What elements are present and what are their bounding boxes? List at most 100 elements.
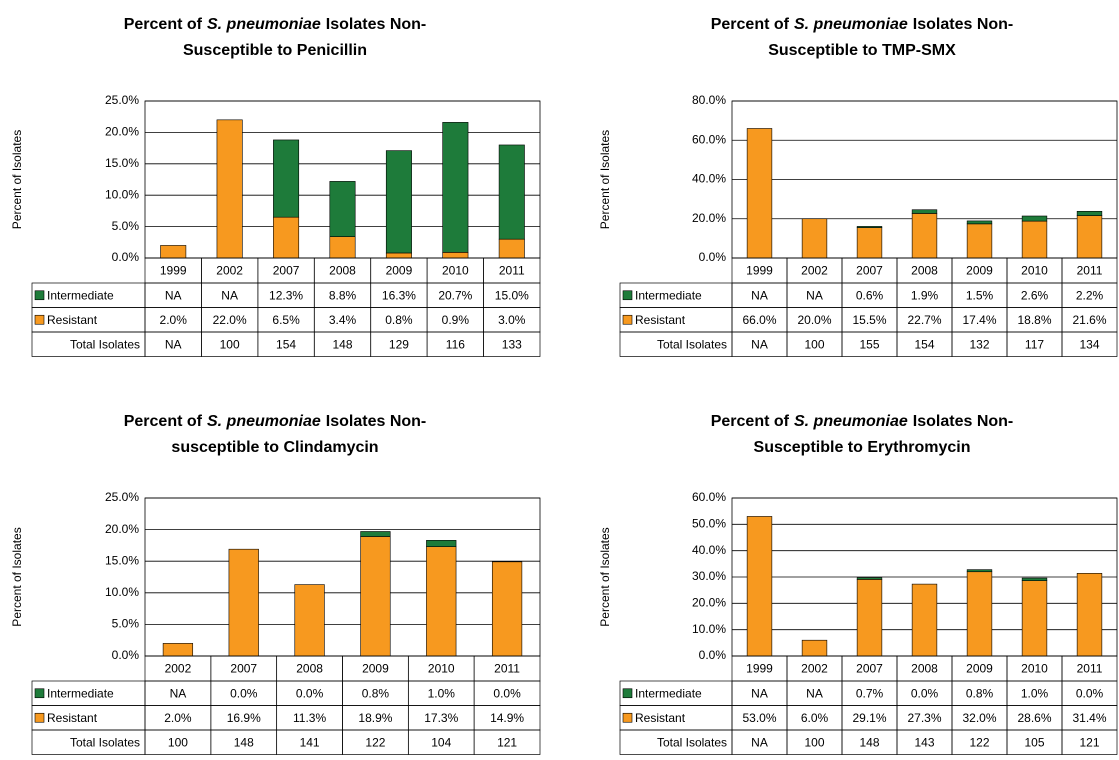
x-tick-label: 2010	[1021, 264, 1048, 278]
chart-title: Percent of S. pneumoniae Isolates Non-	[711, 16, 1014, 33]
bar-segment	[911, 209, 938, 214]
table-cell	[473, 729, 541, 755]
bar-segment	[273, 216, 300, 259]
bar-segment	[228, 548, 259, 657]
bar-segment	[966, 569, 993, 573]
table-value: 6.5%	[272, 313, 300, 327]
x-tick-label: 2008	[911, 264, 938, 278]
y-axis-label: Percent of Isolates	[598, 130, 612, 229]
row-label: Total Isolates	[70, 337, 140, 351]
table-value: 1.9%	[911, 288, 939, 302]
table-value: 133	[502, 337, 522, 351]
table-value: 22.0%	[213, 313, 247, 327]
title-part: Isolates Non-	[913, 16, 1013, 33]
y-tick-label: 20.0%	[692, 596, 726, 610]
table-value: 1.5%	[966, 288, 994, 302]
bar-segment	[1021, 580, 1048, 657]
bar-segment	[442, 252, 469, 259]
chart-title: Percent of S. pneumoniae Isolates Non-	[124, 16, 427, 33]
bar-segment	[491, 561, 523, 657]
table-value: 8.8%	[329, 288, 357, 302]
table-value: NA	[221, 288, 238, 302]
row-label: Total Isolates	[657, 337, 727, 351]
table-value: 100	[804, 337, 824, 351]
x-tick-label: 2011	[1077, 264, 1103, 278]
bar-segment	[1021, 220, 1048, 259]
table-value: 2.0%	[164, 711, 192, 725]
chart-title: susceptible to Clindamycin	[171, 439, 378, 456]
legend-label: Intermediate	[635, 686, 702, 700]
table-value: 154	[276, 337, 296, 351]
bar-segment	[856, 577, 883, 580]
x-tick-label: 2011	[499, 264, 525, 278]
table-value: 129	[389, 337, 409, 351]
table-value: 32.0%	[962, 711, 996, 725]
table-value: 116	[446, 337, 465, 351]
legend-label: Intermediate	[635, 288, 702, 302]
x-tick-label: 1999	[160, 264, 187, 278]
bar-segment	[746, 128, 773, 259]
chart-title: Susceptible to Erythromycin	[754, 439, 971, 456]
bar-segment	[1076, 573, 1103, 657]
chart-title: Susceptible to TMP-SMX	[768, 42, 956, 59]
title-part: Isolates Non-	[326, 413, 426, 430]
table-value: 20.0%	[797, 313, 831, 327]
x-tick-label: 2011	[494, 662, 520, 676]
table-value: 0.8%	[362, 686, 390, 700]
legend-swatch	[622, 290, 633, 301]
bar-segment	[911, 213, 938, 259]
x-tick-label: 2009	[966, 264, 993, 278]
y-tick-label: 0.0%	[699, 250, 727, 264]
row-label: Total Isolates	[70, 735, 140, 749]
x-tick-label: 2002	[801, 264, 828, 278]
table-value: 11.3%	[293, 711, 326, 725]
legend-label: Resistant	[47, 313, 98, 327]
table-value: NA	[751, 337, 768, 351]
y-tick-label: 60.0%	[692, 490, 726, 504]
x-tick-label: 2011	[1077, 662, 1103, 676]
table-value: 17.4%	[962, 313, 996, 327]
legend-label: Resistant	[47, 711, 98, 725]
bar-segment	[856, 227, 883, 259]
table-value: 148	[234, 735, 254, 749]
x-tick-label: 2009	[362, 662, 389, 676]
table-value: 3.0%	[498, 313, 526, 327]
table-value: 27.3%	[907, 711, 941, 725]
table-value: 12.3%	[269, 288, 303, 302]
y-tick-label: 20.0%	[105, 522, 139, 536]
bar-segment	[360, 536, 391, 657]
table-value: 0.7%	[856, 686, 884, 700]
y-tick-label: 15.0%	[105, 553, 139, 567]
legend-label: Intermediate	[47, 686, 114, 700]
table-value: 0.8%	[966, 686, 994, 700]
y-axis-label: Percent of Isolates	[598, 527, 612, 626]
table-value: NA	[806, 288, 823, 302]
table-value: 18.8%	[1017, 313, 1051, 327]
table-value: 148	[859, 735, 879, 749]
bar-segment	[385, 150, 412, 254]
table-value: 122	[365, 735, 385, 749]
bar-segment	[1021, 577, 1048, 581]
bar-segment	[1021, 215, 1048, 222]
table-value: 132	[969, 337, 989, 351]
y-axis-label: Percent of Isolates	[10, 130, 24, 229]
table-cell	[483, 331, 541, 357]
x-tick-label: 2008	[911, 662, 938, 676]
table-value: 100	[804, 735, 824, 749]
table-value: 18.9%	[358, 711, 392, 725]
table-value: 100	[220, 337, 240, 351]
table-value: 66.0%	[742, 313, 776, 327]
x-tick-label: 2007	[273, 264, 300, 278]
table-value: 53.0%	[742, 711, 776, 725]
bar-segment	[329, 236, 356, 259]
bar-segment	[385, 252, 412, 259]
y-tick-label: 5.0%	[112, 219, 140, 233]
x-tick-label: 2008	[296, 662, 323, 676]
bar-segment	[911, 583, 938, 657]
legend-swatch	[34, 688, 45, 699]
bar-segment	[966, 571, 993, 657]
table-value: 15.5%	[852, 313, 886, 327]
x-tick-label: 2002	[165, 662, 192, 676]
table-value: 155	[859, 337, 879, 351]
y-axis-label: Percent of Isolates	[10, 527, 24, 626]
